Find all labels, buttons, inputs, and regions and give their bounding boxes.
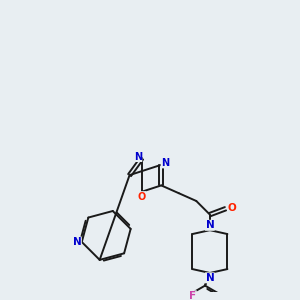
Text: N: N — [161, 158, 169, 168]
Text: F: F — [189, 291, 196, 300]
Text: N: N — [206, 220, 214, 230]
Text: O: O — [228, 203, 237, 213]
Text: O: O — [137, 192, 146, 202]
Text: N: N — [206, 273, 214, 283]
Text: N: N — [73, 237, 81, 247]
Text: N: N — [134, 152, 142, 161]
